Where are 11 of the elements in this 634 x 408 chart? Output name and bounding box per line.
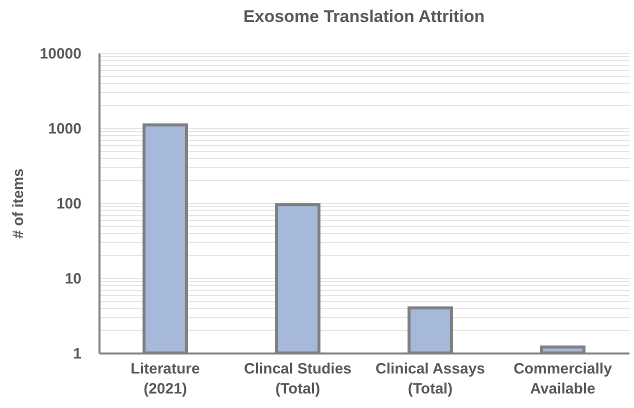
x-tick-label: Commercially Available <box>514 360 613 398</box>
chart-title: Exosome Translation Attrition <box>243 7 485 26</box>
y-tick-label: 1000 <box>48 120 82 138</box>
y-axis-title: # of items <box>10 168 27 239</box>
y-tick-label: 100 <box>56 196 82 212</box>
y-tick-label: 1 <box>73 346 82 362</box>
x-tick-label: Clinical Assays (Total) <box>375 360 486 398</box>
x-tick-label: Clincal Studies (Total) <box>244 360 352 398</box>
y-tick-label: 10 <box>64 270 82 288</box>
y-tick-label: 10000 <box>40 46 82 62</box>
x-tick-label: Literature (2021) <box>130 360 200 398</box>
